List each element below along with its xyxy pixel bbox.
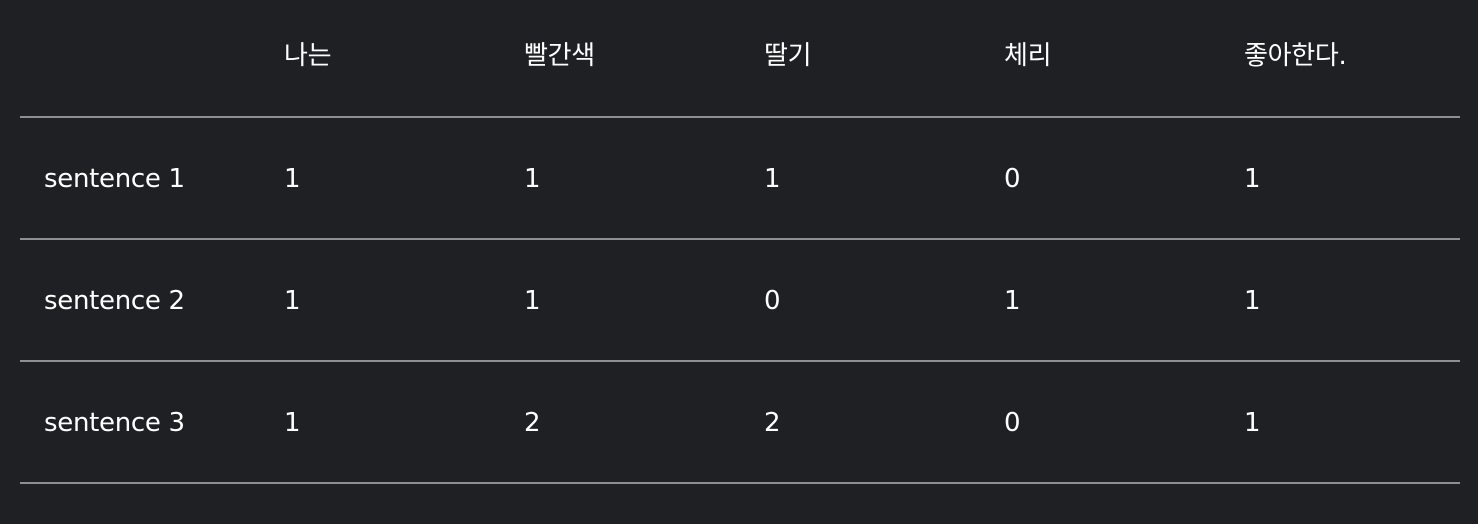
table-row: sentence 1 1 1 1 0 1 bbox=[20, 118, 1460, 240]
table-cell: 1 bbox=[524, 164, 541, 194]
table-cell: 0 bbox=[1004, 408, 1021, 438]
column-header: 체리 bbox=[1004, 41, 1052, 71]
table-row: sentence 3 1 2 2 0 1 bbox=[20, 362, 1460, 484]
table-cell: 1 bbox=[524, 286, 541, 316]
table-row: sentence 2 1 1 0 1 1 bbox=[20, 240, 1460, 362]
column-header: 나는 bbox=[284, 41, 332, 71]
table-cell: 2 bbox=[764, 408, 781, 438]
table-cell: 2 bbox=[524, 408, 541, 438]
row-label: sentence 3 bbox=[44, 408, 185, 438]
table-cell: 1 bbox=[284, 286, 301, 316]
row-label: sentence 2 bbox=[44, 286, 185, 316]
column-header: 좋아한다. bbox=[1244, 41, 1347, 71]
table-cell: 1 bbox=[764, 164, 781, 194]
table-cell: 1 bbox=[1004, 286, 1021, 316]
table-cell: 1 bbox=[284, 408, 301, 438]
table-cell: 1 bbox=[1244, 164, 1261, 194]
table-cell: 1 bbox=[1244, 408, 1261, 438]
row-label: sentence 1 bbox=[44, 164, 185, 194]
table-cell: 1 bbox=[284, 164, 301, 194]
table-header-row: 나는 빨간색 딸기 체리 좋아한다. bbox=[20, 0, 1460, 118]
table-cell: 1 bbox=[1244, 286, 1261, 316]
table-cell: 0 bbox=[764, 286, 781, 316]
bag-of-words-table: 나는 빨간색 딸기 체리 좋아한다. sentence 1 1 1 1 0 1 … bbox=[20, 0, 1460, 484]
table-cell: 0 bbox=[1004, 164, 1021, 194]
column-header: 딸기 bbox=[764, 41, 812, 71]
column-header: 빨간색 bbox=[524, 41, 595, 71]
